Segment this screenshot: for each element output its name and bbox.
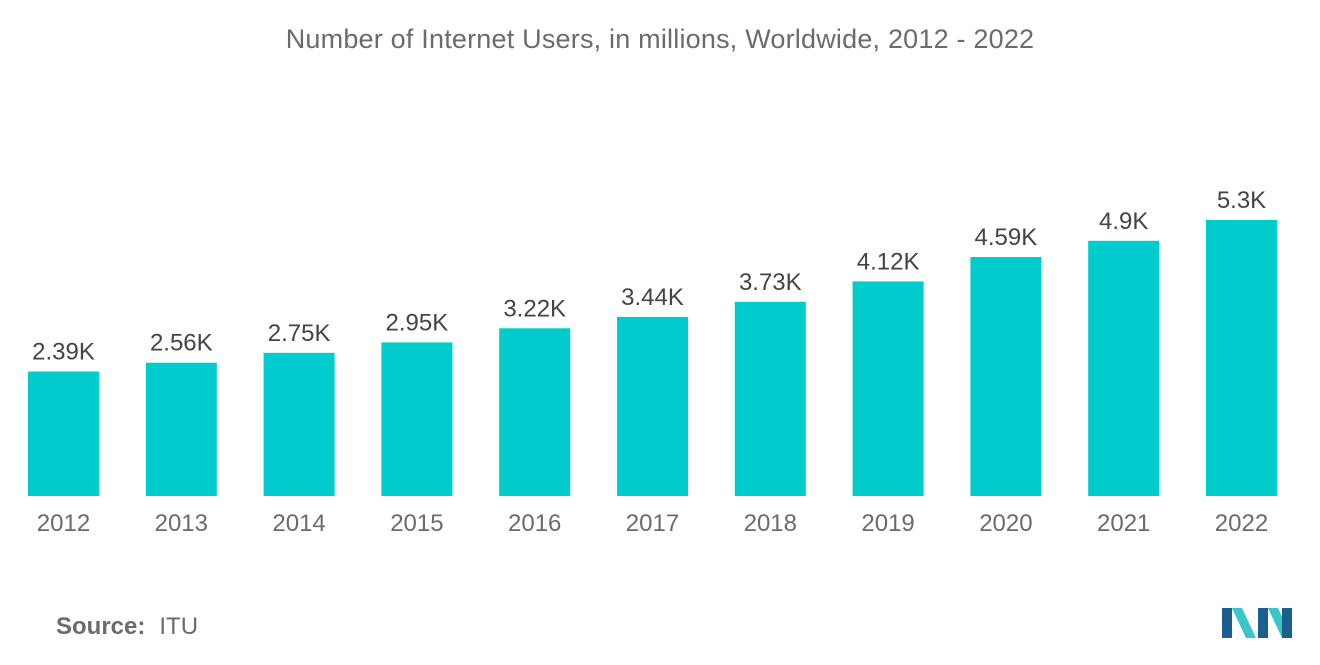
value-label-2014: 2.75K [268,320,331,347]
source-note: Source: ITU [56,613,198,641]
bar-2021 [1088,240,1160,496]
x-tick-label-2017: 2017 [626,510,679,537]
value-label-2013: 2.56K [150,330,213,357]
x-tick-label-2020: 2020 [979,510,1032,537]
x-axis-labels: 2012 2013 2014 2015 2016 2017 2018 2019 2020 2021… [37,510,1268,537]
x-tick-label-2012: 2012 [37,510,90,537]
value-label-2015: 2.95K [386,309,449,336]
company-logo-icon [1222,608,1292,638]
x-tick-label-2018: 2018 [744,510,797,537]
x-tick-label-2021: 2021 [1097,510,1150,537]
x-tick-label-2013: 2013 [155,510,208,537]
source-value: ITU [159,613,199,640]
bars-layer [28,220,1277,496]
x-tick-label-2015: 2015 [390,510,443,537]
bar-2016 [499,328,571,496]
value-label-2021: 4.9K [1099,208,1148,235]
value-label-2019: 4.12K [857,248,920,275]
bar-2022 [1206,220,1277,496]
bar-2012 [28,371,99,496]
x-tick-label-2019: 2019 [861,510,914,537]
x-tick-label-2016: 2016 [508,510,561,537]
bar-2018 [734,301,806,496]
value-label-2018: 3.73K [739,269,802,296]
x-tick-label-2022: 2022 [1215,510,1268,537]
bar-2015 [381,342,453,496]
x-tick-label-2014: 2014 [272,510,325,537]
value-label-2016: 3.22K [503,295,566,322]
bar-2017 [617,316,688,496]
bar-2019 [852,281,924,496]
value-label-2022: 5.3K [1217,187,1266,214]
bar-chart: 2.39K 2.56K 2.75K 2.95K 3.22K 3.44K 3.73K 4.12K… [28,187,1277,537]
bar-2013 [145,362,217,496]
value-label-2012: 2.39K [32,339,95,366]
source-label: Source: [56,613,146,640]
value-label-2020: 4.59K [975,224,1038,251]
bar-2020 [970,257,1042,496]
value-label-2017: 3.44K [621,284,684,311]
bar-2014 [263,352,335,496]
chart-title: Number of Internet Users, in millions, W… [285,24,1035,54]
value-labels-layer: 2.39K 2.56K 2.75K 2.95K 3.22K 3.44K 3.73K 4.12K… [32,187,1266,366]
